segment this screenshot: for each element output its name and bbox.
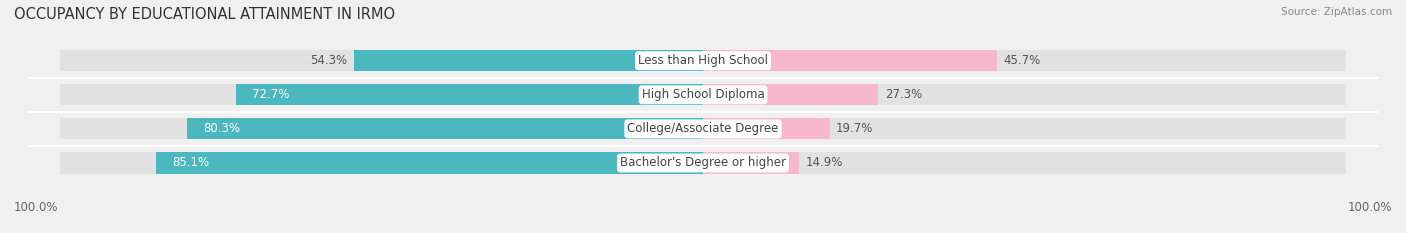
- Bar: [187, 118, 703, 140]
- Text: 19.7%: 19.7%: [837, 122, 873, 135]
- Text: Less than High School: Less than High School: [638, 54, 768, 67]
- Bar: [60, 50, 703, 71]
- Text: College/Associate Degree: College/Associate Degree: [627, 122, 779, 135]
- Bar: [703, 118, 830, 140]
- Bar: [703, 84, 879, 105]
- Text: 85.1%: 85.1%: [172, 157, 209, 169]
- Bar: [354, 50, 703, 71]
- Bar: [703, 84, 1346, 105]
- Bar: [703, 118, 1346, 140]
- Text: Source: ZipAtlas.com: Source: ZipAtlas.com: [1281, 7, 1392, 17]
- Text: 14.9%: 14.9%: [806, 157, 842, 169]
- Text: 27.3%: 27.3%: [884, 88, 922, 101]
- Text: 100.0%: 100.0%: [14, 201, 59, 214]
- Bar: [703, 50, 1346, 71]
- Text: 54.3%: 54.3%: [311, 54, 347, 67]
- Text: Bachelor's Degree or higher: Bachelor's Degree or higher: [620, 157, 786, 169]
- Bar: [703, 50, 997, 71]
- Text: High School Diploma: High School Diploma: [641, 88, 765, 101]
- Text: 45.7%: 45.7%: [1002, 54, 1040, 67]
- Text: OCCUPANCY BY EDUCATIONAL ATTAINMENT IN IRMO: OCCUPANCY BY EDUCATIONAL ATTAINMENT IN I…: [14, 7, 395, 22]
- Legend: Owner-occupied, Renter-occupied: Owner-occupied, Renter-occupied: [569, 230, 837, 233]
- Bar: [60, 118, 703, 140]
- Bar: [236, 84, 703, 105]
- Bar: [703, 152, 1346, 174]
- Text: 80.3%: 80.3%: [202, 122, 240, 135]
- Bar: [703, 152, 799, 174]
- Bar: [60, 152, 703, 174]
- Bar: [156, 152, 703, 174]
- Text: 100.0%: 100.0%: [1347, 201, 1392, 214]
- Bar: [60, 84, 703, 105]
- Text: 72.7%: 72.7%: [252, 88, 290, 101]
